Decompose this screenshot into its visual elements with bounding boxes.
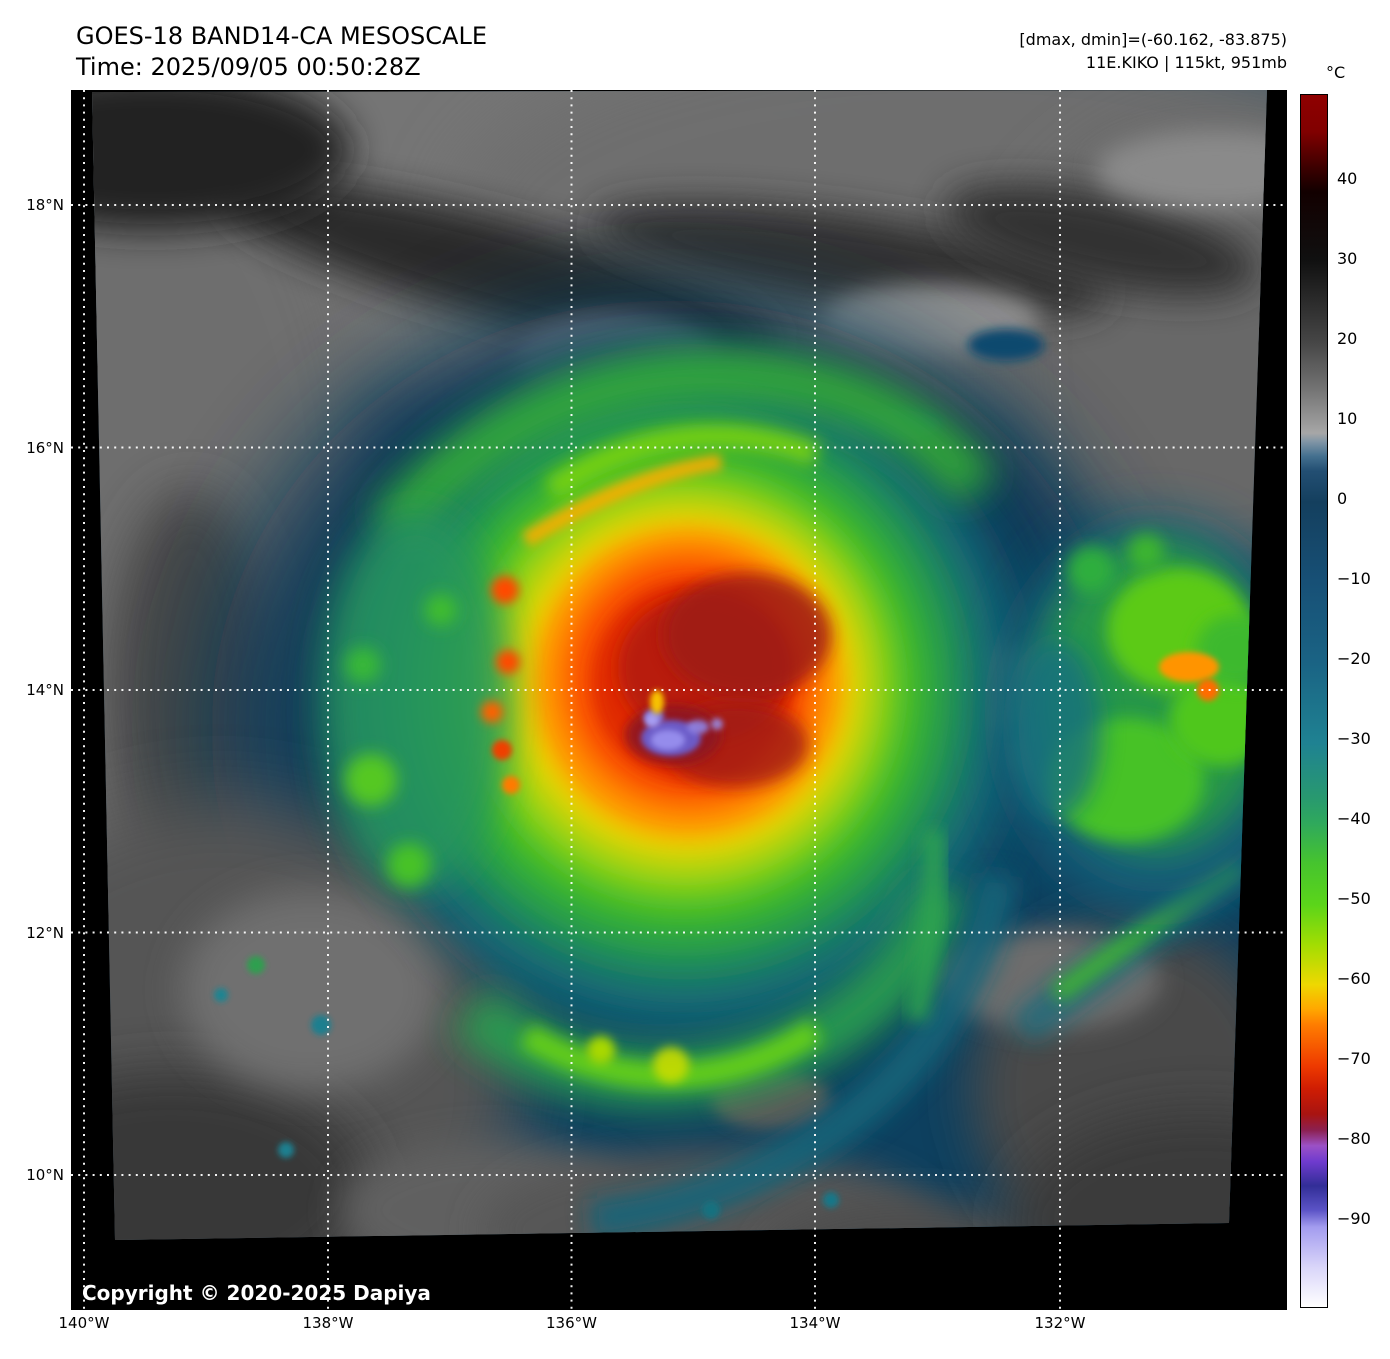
lon-label-140w: 140°W bbox=[58, 1314, 110, 1332]
satellite-image bbox=[71, 90, 1287, 1310]
gridlines bbox=[71, 90, 1287, 1310]
lat-label-12n: 12°N bbox=[26, 923, 64, 942]
storm-intensity-readout: 11E.KIKO | 115kt, 951mb bbox=[1085, 53, 1287, 72]
colorbar-tick-n10: −10 bbox=[1337, 569, 1371, 588]
colorbar-tick-n40: −40 bbox=[1337, 809, 1371, 828]
lon-label-136w: 136°W bbox=[546, 1314, 597, 1332]
dmax-dmin-readout: [dmax, dmin]=(-60.162, -83.875) bbox=[1019, 30, 1287, 49]
colorbar-tick-n30: −30 bbox=[1337, 729, 1371, 748]
colorbar-tick-30: 30 bbox=[1337, 249, 1358, 268]
lat-label-18n: 18°N bbox=[26, 196, 64, 214]
lon-label-132w: 132°W bbox=[1034, 1314, 1086, 1332]
lat-label-16n: 16°N bbox=[26, 438, 64, 457]
colorbar-tick-n60: −60 bbox=[1337, 969, 1371, 988]
colorbar-unit-label: °C bbox=[1326, 63, 1346, 82]
timestamp: Time: 2025/09/05 00:50:28Z bbox=[76, 53, 421, 81]
east-convective-cluster bbox=[1001, 520, 1267, 910]
colorbar-tick-n50: −50 bbox=[1337, 889, 1371, 908]
colorbar-tick-0: 0 bbox=[1337, 489, 1348, 508]
temperature-colorbar bbox=[1300, 94, 1328, 1308]
colorbar-tick-n70: −70 bbox=[1337, 1049, 1371, 1068]
lon-label-138w: 138°W bbox=[302, 1314, 354, 1332]
colorbar-tick-20: 20 bbox=[1337, 329, 1358, 348]
copyright-watermark: Copyright © 2020-2025 Dapiya bbox=[82, 1281, 431, 1305]
lon-label-134w: 134°W bbox=[789, 1314, 841, 1332]
data-region bbox=[92, 90, 1267, 1240]
map-plot-area: Copyright © 2020-2025 Dapiya bbox=[71, 90, 1287, 1310]
eye-cold-tops bbox=[641, 690, 723, 756]
colorbar-tick-10: 10 bbox=[1337, 409, 1358, 428]
colorbar-tick-n80: −80 bbox=[1337, 1129, 1371, 1148]
colorbar-tick-40: 40 bbox=[1337, 169, 1358, 188]
page-title: GOES-18 BAND14-CA MESOSCALE bbox=[76, 22, 487, 50]
lat-label-14n: 14°N bbox=[26, 681, 64, 699]
colorbar-tick-n20: −20 bbox=[1337, 649, 1371, 668]
colorbar-tick-n90: −90 bbox=[1337, 1209, 1371, 1228]
lat-label-10n: 10°N bbox=[26, 1166, 64, 1184]
gray-cloud-layer bbox=[92, 90, 1267, 930]
cold-speckles bbox=[214, 956, 839, 1219]
